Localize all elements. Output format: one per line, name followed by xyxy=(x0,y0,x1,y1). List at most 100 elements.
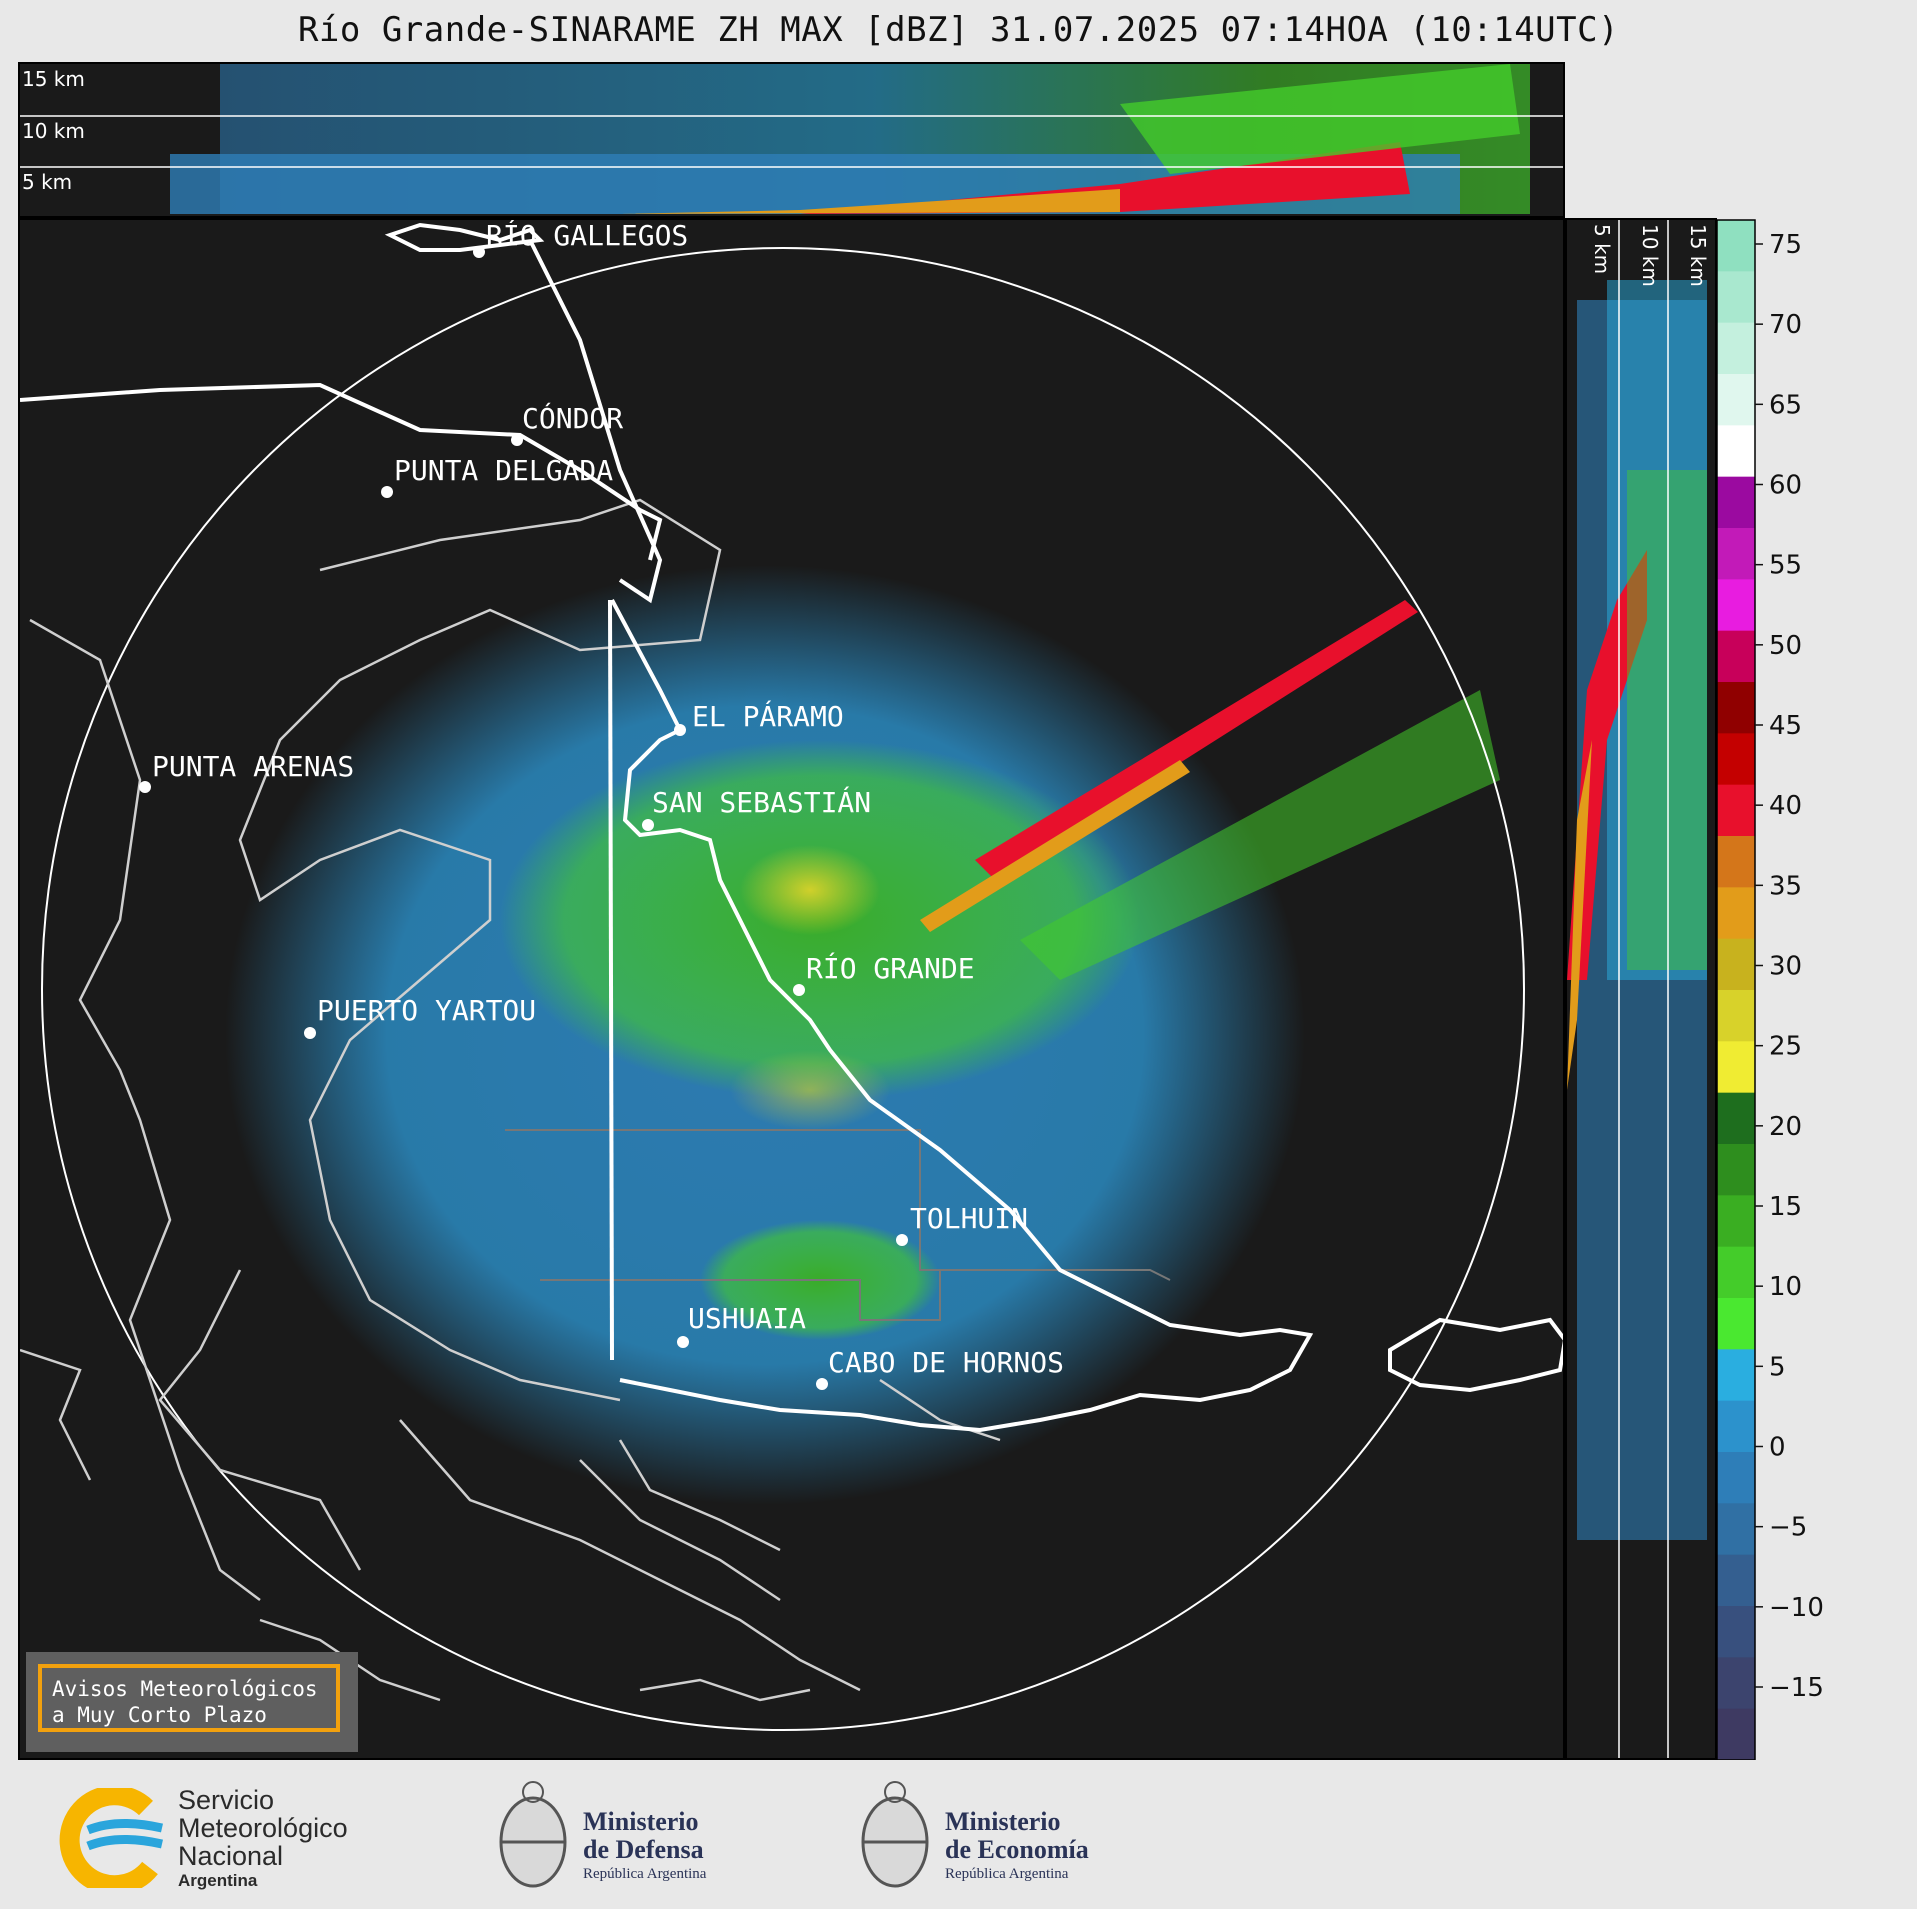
colorbar-swatch xyxy=(1717,1657,1755,1710)
economia-text: Ministerio de Economía República Argenti… xyxy=(945,1808,1089,1884)
radar-echo-yellow xyxy=(740,845,880,935)
footer: Servicio Meteorológico Nacional Argentin… xyxy=(0,1762,1917,1909)
marker-puerto-yartou[interactable] xyxy=(304,1027,316,1039)
colorbar-tick-label: 40 xyxy=(1769,791,1802,821)
defensa-line2: de Defensa xyxy=(583,1835,704,1864)
colorbar-swatch xyxy=(1717,1554,1755,1607)
coast-strait xyxy=(238,498,722,1402)
right-echo-mid xyxy=(1567,740,1592,1090)
notice-line1: Avisos Meteorológicos xyxy=(52,1677,318,1701)
top-elevation-svg: 15 km 10 km 5 km xyxy=(20,64,1563,214)
marker-tolhuin[interactable] xyxy=(896,1234,908,1246)
colorbar-swatch xyxy=(1717,1606,1755,1658)
label-punta-delgada: PUNTA DELGADA xyxy=(394,454,613,487)
marker-punta-arenas[interactable] xyxy=(139,781,151,793)
top-label-10km: 10 km xyxy=(22,119,85,143)
coast-rio-gallegos xyxy=(384,222,545,252)
marker-punta-delgada[interactable] xyxy=(381,486,393,498)
colorbar-tick-label: 20 xyxy=(1769,1112,1802,1142)
colorbar-tick-label: 65 xyxy=(1769,390,1802,420)
right-label-15km: 15 km xyxy=(1686,224,1710,287)
label-ushuaia: USHUAIA xyxy=(688,1302,806,1335)
colorbar-swatch xyxy=(1717,1349,1755,1402)
radar-map-svg[interactable]: RÍO GALLEGOS CÓNDOR PUNTA DELGADA EL PÁR… xyxy=(20,220,1565,1760)
radar-spikes-green xyxy=(1020,690,1500,980)
colorbar-swatch xyxy=(1717,630,1755,683)
border-meridian xyxy=(608,599,614,1361)
radar-map-panel[interactable]: RÍO GALLEGOS CÓNDOR PUNTA DELGADA EL PÁR… xyxy=(18,218,1565,1760)
colorbar-swatch xyxy=(1717,220,1755,272)
range-ring xyxy=(41,247,1525,1731)
notice-box[interactable]: Avisos Meteorológicos a Muy Corto Plazo xyxy=(26,1652,358,1752)
coast-islands-e xyxy=(20,1348,92,1481)
colorbar-swatch xyxy=(1717,528,1755,580)
colorbar-tick-label: −10 xyxy=(1769,1593,1824,1623)
label-cabo-de-hornos: CABO DE HORNOS xyxy=(828,1346,1064,1379)
place-markers: RÍO GALLEGOS CÓNDOR PUNTA DELGADA EL PÁR… xyxy=(139,220,1064,1390)
colorbar-swatch xyxy=(1717,476,1755,529)
radar-spike-orange xyxy=(920,760,1190,932)
marker-el-paramo[interactable] xyxy=(674,724,686,736)
top-echo-mid xyxy=(620,189,1120,214)
top-elevation-panel: 15 km 10 km 5 km xyxy=(18,62,1565,218)
marker-san-sebastian[interactable] xyxy=(642,819,654,831)
economia-logo[interactable] xyxy=(855,1778,935,1898)
colorbar-swatch xyxy=(1717,322,1755,375)
marker-ushuaia[interactable] xyxy=(677,1336,689,1348)
smn-logo[interactable] xyxy=(58,1788,168,1888)
economia-line3: República Argentina xyxy=(945,1866,1069,1882)
colorbar-tick-label: 25 xyxy=(1769,1032,1802,1062)
economia-line1: Ministerio xyxy=(945,1807,1061,1836)
colorbar-swatch xyxy=(1717,1246,1755,1299)
smn-wave-1 xyxy=(86,1818,163,1835)
marker-cabo-de-hornos[interactable] xyxy=(816,1378,828,1390)
economia-line2: de Economía xyxy=(945,1835,1089,1864)
coast-islands-c xyxy=(579,1459,781,1602)
province-boundary xyxy=(505,1129,1171,1281)
right-label-5km: 5 km xyxy=(1590,224,1614,274)
marker-rio-grande[interactable] xyxy=(793,984,805,996)
economia-seal-icon xyxy=(861,1781,929,1888)
top-label-5km: 5 km xyxy=(22,170,72,194)
colorbar-frame xyxy=(1717,219,1756,1760)
colorbar-swatch xyxy=(1717,682,1755,734)
notice-text: Avisos Meteorológicos a Muy Corto Plazo xyxy=(38,1664,340,1732)
colorbar-swatch xyxy=(1717,579,1755,632)
colorbar-swatch xyxy=(1717,887,1755,940)
colorbar-tick-label: 35 xyxy=(1769,871,1802,901)
smn-logo-icon xyxy=(59,1788,163,1888)
defensa-logo[interactable] xyxy=(493,1778,573,1898)
colorbar-swatch xyxy=(1717,271,1755,324)
colorbar-tick-label: 75 xyxy=(1769,230,1802,260)
province-boundary-2 xyxy=(540,1270,941,1321)
colorbar-swatch xyxy=(1717,374,1755,426)
colorbar-swatch xyxy=(1717,1503,1755,1556)
coast-gallegos-south xyxy=(528,239,663,604)
colorbar-swatch xyxy=(1717,1195,1755,1248)
marker-rio-gallegos[interactable] xyxy=(473,246,485,258)
top-echo-core xyxy=(800,142,1410,214)
smn-line2: Meteorológico xyxy=(178,1813,348,1843)
coast-isla-de-los-estados xyxy=(1388,1317,1563,1393)
colorbar-swatch xyxy=(1717,836,1755,888)
colorbar-swatch xyxy=(1717,1144,1755,1196)
label-rio-grande: RÍO GRANDE xyxy=(806,951,975,985)
colorbar-swatch xyxy=(1717,784,1755,837)
notice-line2: a Muy Corto Plazo xyxy=(52,1703,267,1727)
radar-echo-yellow-2 xyxy=(730,1050,890,1130)
colorbar-swatch xyxy=(1717,1092,1755,1145)
colorbar-tick-label: 15 xyxy=(1769,1192,1802,1222)
colorbar-swatches xyxy=(1717,220,1755,1760)
coast-islands-d xyxy=(879,1378,1001,1442)
coast-west xyxy=(29,618,261,1601)
colorbar-tick-label: 70 xyxy=(1769,310,1802,340)
label-san-sebastian: SAN SEBASTIÁN xyxy=(652,785,871,819)
right-elevation-panel: 5 km 10 km 15 km xyxy=(1565,218,1717,1760)
smn-wave-2 xyxy=(86,1834,163,1851)
marker-condor[interactable] xyxy=(511,434,523,446)
smn-line3: Nacional xyxy=(178,1841,284,1871)
colorbar-tick-label: 10 xyxy=(1769,1272,1802,1302)
coast-islands-g xyxy=(639,1678,811,1702)
